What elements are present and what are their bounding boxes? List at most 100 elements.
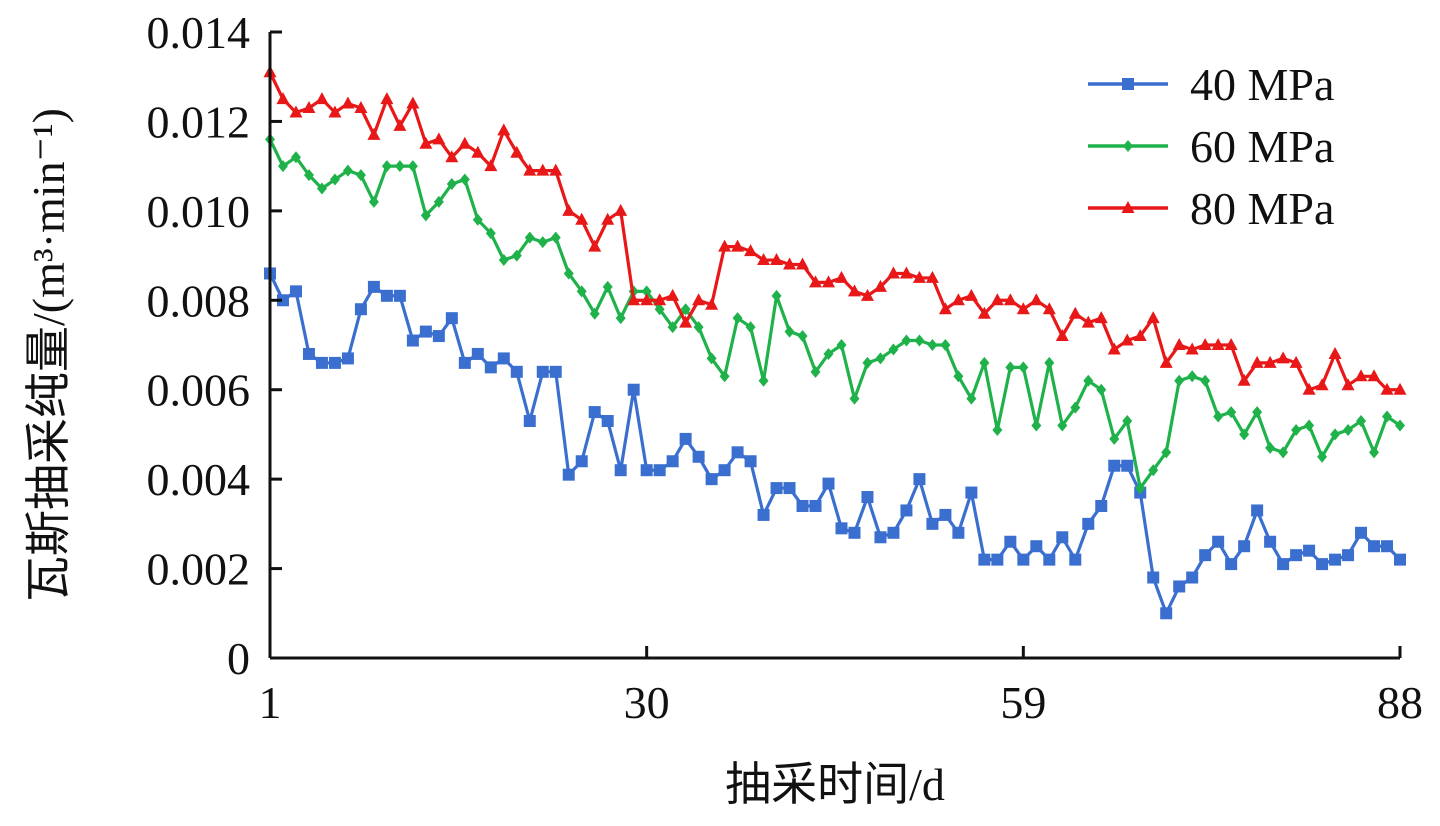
- data-point: [770, 482, 783, 495]
- data-point: [847, 284, 861, 297]
- data-point: [550, 231, 561, 244]
- data-point: [938, 302, 952, 315]
- data-point: [458, 136, 472, 149]
- data-point: [706, 352, 717, 365]
- data-point: [1224, 338, 1238, 350]
- data-point: [1133, 329, 1147, 342]
- data-point: [886, 266, 900, 279]
- data-point: [977, 306, 991, 319]
- series-line: [268, 272, 1402, 615]
- data-point: [459, 173, 470, 186]
- data-point: [497, 352, 510, 365]
- data-point: [979, 356, 990, 369]
- data-point: [1068, 306, 1082, 319]
- data-point: [419, 325, 432, 338]
- data-point: [484, 159, 498, 172]
- y-tick-label: 0.004: [147, 454, 251, 505]
- legend-item: 40 MPa: [1088, 59, 1334, 110]
- data-point: [302, 347, 315, 360]
- data-point: [1172, 338, 1186, 350]
- data-point: [355, 169, 366, 182]
- data-point: [1211, 338, 1225, 350]
- data-point: [1329, 553, 1342, 566]
- data-point: [1031, 419, 1042, 432]
- data-point: [641, 285, 652, 298]
- data-point: [1226, 406, 1237, 419]
- data-point: [888, 343, 899, 356]
- data-point: [1199, 549, 1212, 562]
- y-ticks: 0 0.002 0.004 0.006 0.008 0.010 0.012 0.014: [147, 7, 282, 684]
- data-point: [1122, 415, 1133, 428]
- data-point: [328, 356, 341, 369]
- data-point: [992, 423, 1003, 436]
- x-tick-label: 88: [1377, 677, 1423, 728]
- data-point: [341, 96, 355, 109]
- data-point: [1109, 432, 1120, 445]
- data-point: [1303, 544, 1316, 557]
- data-point: [809, 499, 822, 512]
- series-80-mpa: [263, 65, 1407, 395]
- y-tick-label: 0.010: [147, 186, 251, 237]
- data-point: [511, 249, 522, 262]
- data-point: [276, 92, 290, 105]
- x-tick-label: 59: [1000, 677, 1046, 728]
- data-point: [510, 365, 523, 378]
- data-point: [939, 508, 952, 521]
- legend-label: 60 MPa: [1190, 121, 1334, 172]
- data-point: [1278, 446, 1289, 459]
- data-point: [445, 150, 459, 163]
- data-point: [848, 526, 861, 539]
- data-point: [329, 173, 340, 186]
- data-point: [953, 370, 964, 383]
- data-point: [315, 92, 329, 105]
- data-point: [588, 239, 602, 252]
- data-point: [406, 96, 420, 109]
- data-point: [277, 160, 288, 173]
- data-point: [614, 464, 627, 477]
- data-point: [1250, 355, 1264, 368]
- data-point: [758, 374, 769, 387]
- data-point: [276, 294, 289, 307]
- data-point: [289, 285, 302, 298]
- data-point: [315, 356, 328, 369]
- data-point: [354, 101, 368, 114]
- data-point: [602, 280, 613, 293]
- data-point: [367, 127, 381, 140]
- data-point: [316, 182, 327, 195]
- data-point: [666, 288, 680, 301]
- data-point: [835, 522, 848, 535]
- data-point: [1044, 356, 1055, 369]
- data-point: [1005, 361, 1016, 374]
- data-point: [537, 236, 548, 249]
- data-point: [925, 270, 939, 283]
- data-point: [680, 303, 691, 316]
- data-point: [549, 163, 563, 176]
- data-point: [679, 432, 692, 445]
- data-point: [433, 195, 444, 208]
- data-point: [1290, 549, 1303, 562]
- data-point: [588, 406, 601, 419]
- data-point: [536, 365, 549, 378]
- data-point: [393, 118, 407, 131]
- data-point: [1070, 401, 1081, 414]
- legend-item: 60 MPa: [1088, 121, 1334, 172]
- data-point: [523, 163, 537, 176]
- data-point: [1265, 441, 1276, 454]
- data-point: [1029, 293, 1043, 306]
- data-point: [1146, 311, 1160, 324]
- data-point: [952, 526, 965, 539]
- data-point: [1368, 540, 1381, 553]
- data-point: [1121, 459, 1134, 472]
- data-point: [796, 257, 810, 270]
- data-point: [679, 315, 693, 328]
- data-point: [1213, 410, 1224, 423]
- data-point: [1186, 571, 1199, 584]
- data-point: [1302, 382, 1316, 395]
- data-point: [1291, 423, 1302, 436]
- legend-marker: [1123, 140, 1133, 152]
- data-point: [575, 455, 588, 468]
- data-point: [563, 267, 574, 280]
- data-point: [589, 307, 600, 320]
- data-point: [1043, 553, 1056, 566]
- data-point: [1159, 355, 1173, 368]
